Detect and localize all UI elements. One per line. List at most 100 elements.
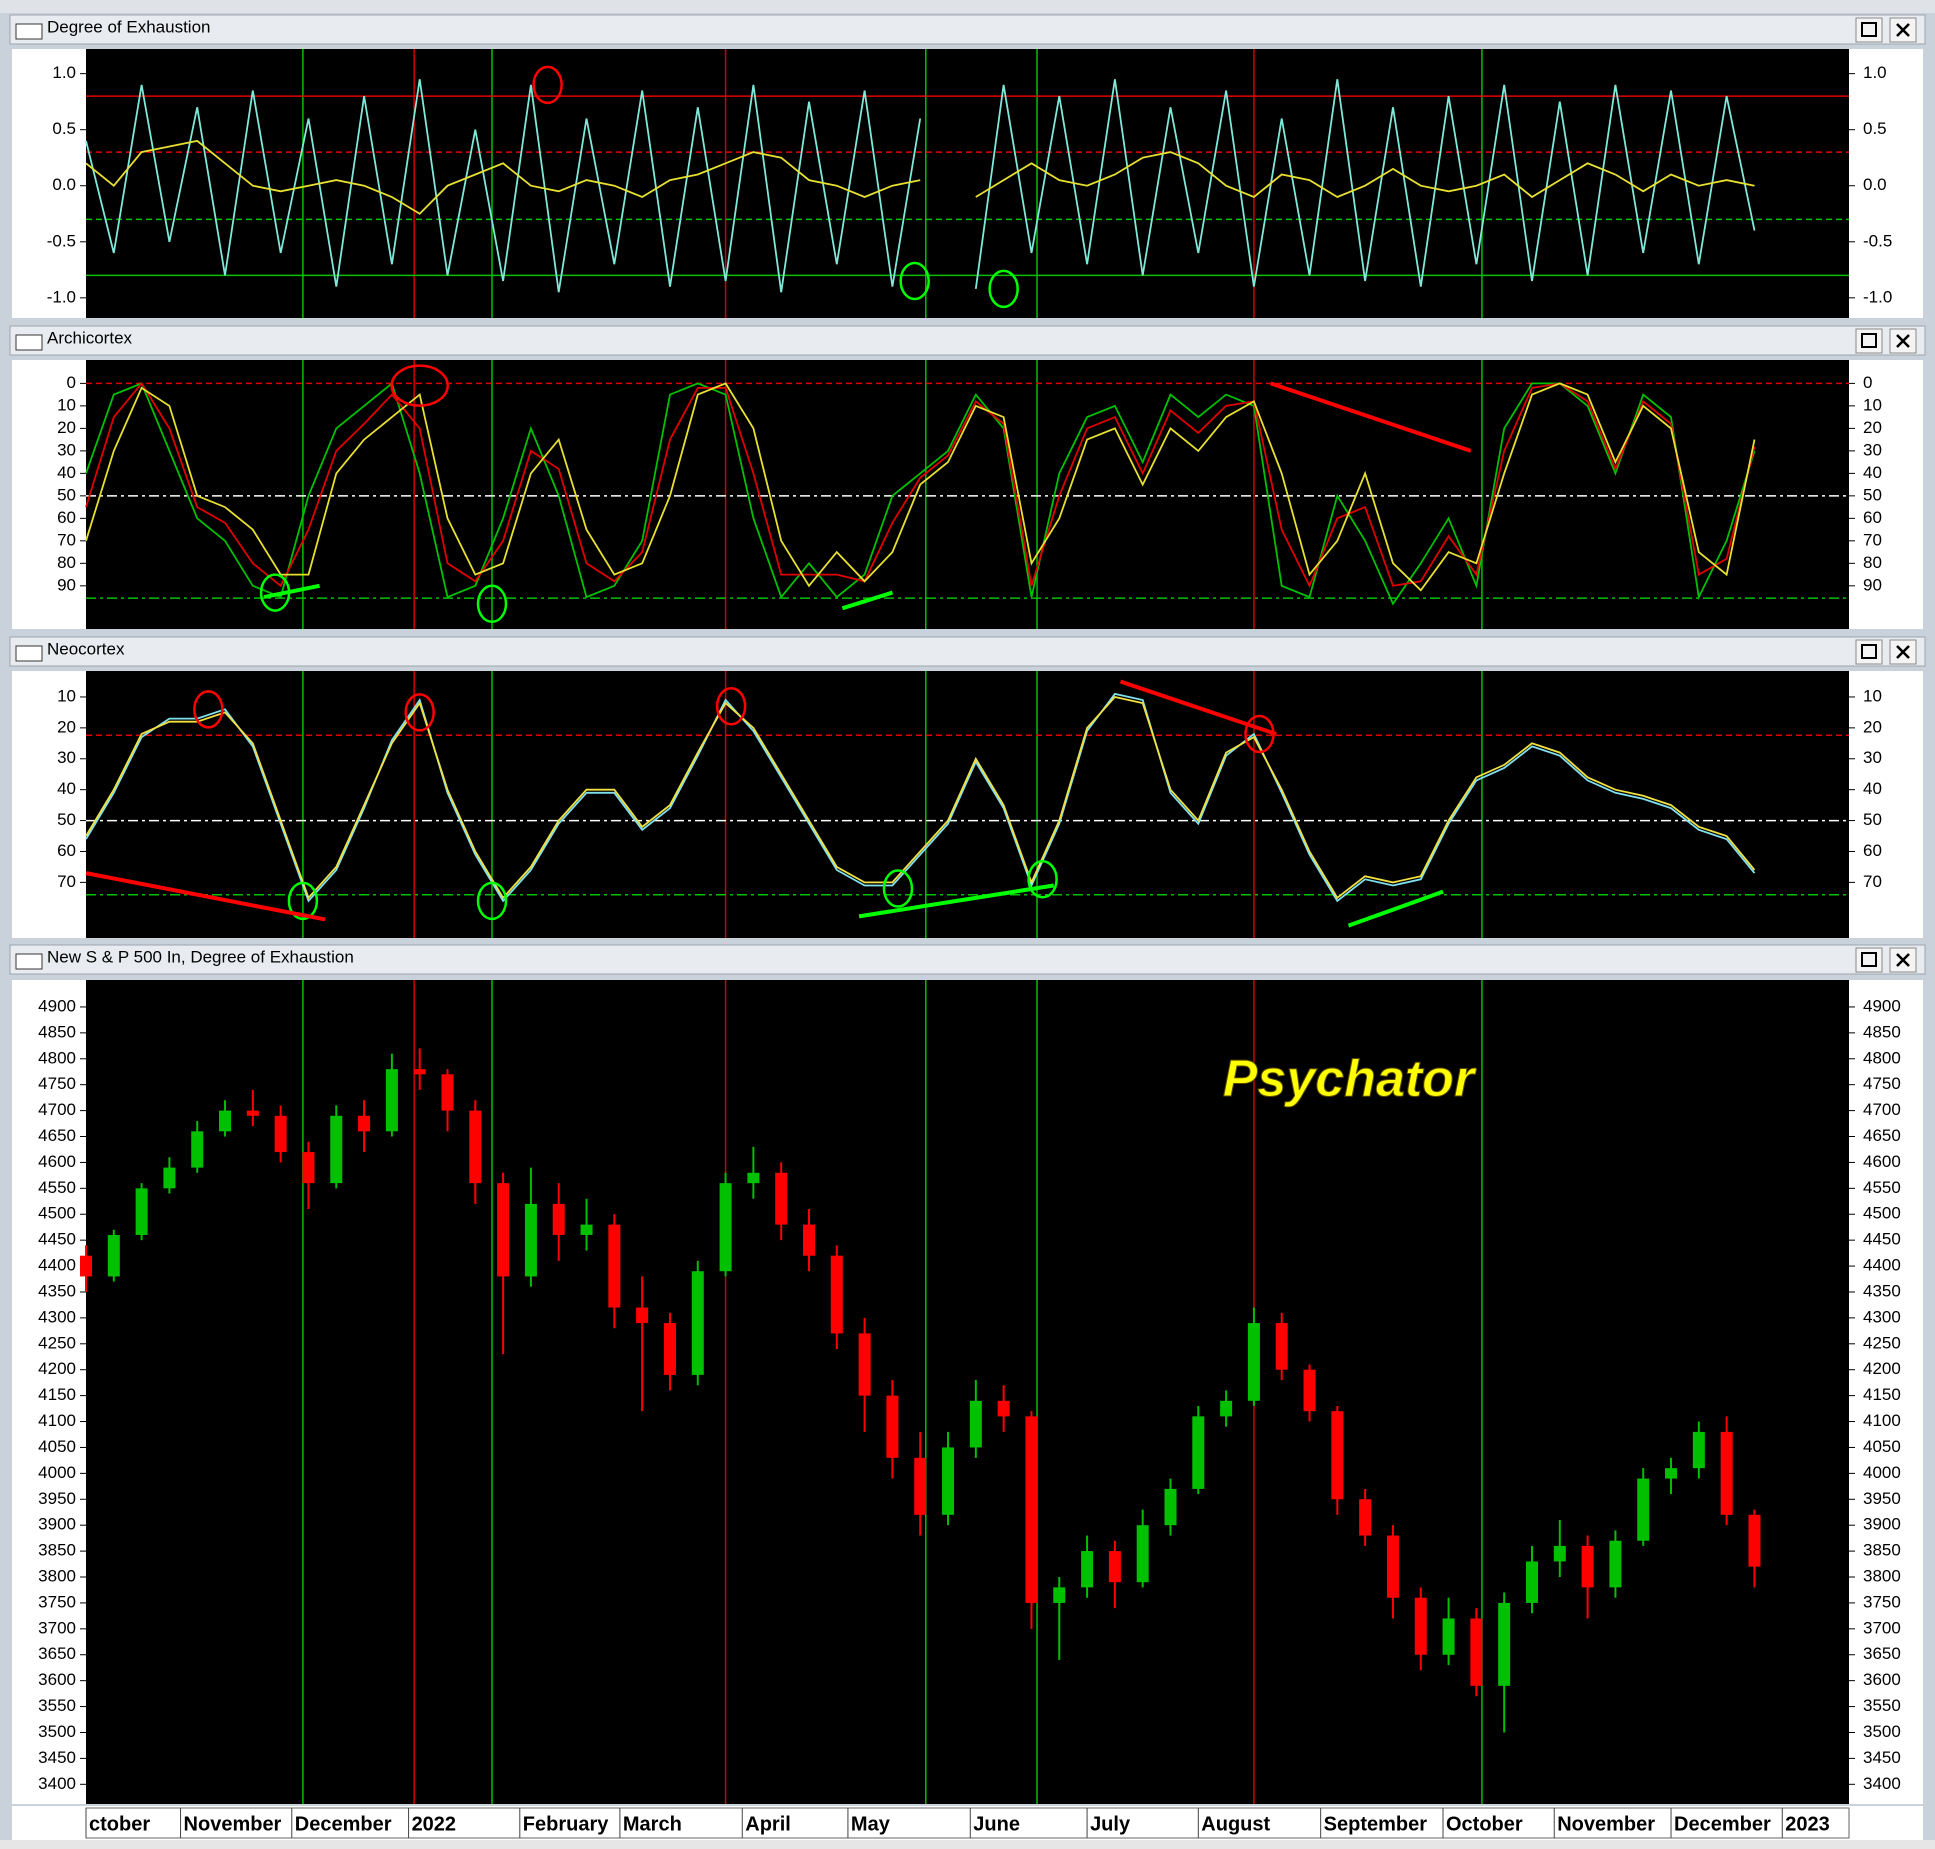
y-tick-label-right: 40 xyxy=(1863,463,1882,482)
annotation-circle xyxy=(476,584,508,624)
candle-body xyxy=(1275,1323,1288,1370)
y-tick-label: 4750 xyxy=(38,1074,76,1093)
y-tick-label-right: 10 xyxy=(1863,395,1882,414)
candle-body xyxy=(1192,1416,1205,1489)
y-tick-label-right: 50 xyxy=(1863,810,1882,829)
y-tick-label: 4700 xyxy=(38,1100,76,1119)
y-tick-label-right: 0.5 xyxy=(1863,119,1887,138)
panel-icon xyxy=(15,334,43,351)
candle-body xyxy=(636,1307,649,1324)
x-tick-label: August xyxy=(1201,1813,1270,1835)
y-tick-label: 70 xyxy=(57,530,76,549)
x-tick-label: May xyxy=(851,1813,891,1835)
candle-body xyxy=(886,1395,899,1458)
maximize-button[interactable] xyxy=(1855,328,1883,354)
y-tick-label-right: 20 xyxy=(1863,717,1882,736)
maximize-button[interactable] xyxy=(1855,639,1883,665)
x-tick-label: March xyxy=(623,1813,682,1835)
close-button[interactable] xyxy=(1889,947,1917,973)
candle-body xyxy=(1414,1597,1427,1655)
panel-title: Degree of Exhaustion xyxy=(47,17,211,36)
candle-body xyxy=(1748,1514,1761,1567)
candle-body xyxy=(1720,1431,1733,1515)
y-tick-label-right: 4450 xyxy=(1863,1230,1901,1249)
y-tick-label: 0.0 xyxy=(52,175,76,194)
x-tick-label: November xyxy=(184,1813,282,1835)
y-tick-label-right: 4900 xyxy=(1863,996,1901,1015)
annotation-circle xyxy=(1027,860,1058,899)
y-tick-label-right: 20 xyxy=(1863,418,1882,437)
maximize-button[interactable] xyxy=(1855,17,1883,43)
candle-body xyxy=(691,1271,704,1375)
y-tick-label: 4850 xyxy=(38,1022,76,1041)
x-tick-label: 2023 xyxy=(1785,1813,1830,1835)
y-tick-label: 0 xyxy=(67,373,76,392)
y-tick-label-right: -0.5 xyxy=(1863,231,1892,250)
close-button[interactable] xyxy=(1889,17,1917,43)
plot-area xyxy=(86,980,1849,1804)
x-tick-label: October xyxy=(1446,1813,1523,1835)
y-tick-label-right: 4350 xyxy=(1863,1281,1901,1300)
trend-line xyxy=(1347,889,1444,928)
candle-body xyxy=(358,1115,371,1132)
y-tick-label: 4000 xyxy=(38,1463,76,1482)
candle-body xyxy=(1220,1400,1233,1417)
panel-header xyxy=(9,636,1926,667)
candle-body xyxy=(163,1167,176,1189)
y-tick-label-right: 30 xyxy=(1863,440,1882,459)
y-tick-label-right: 4650 xyxy=(1863,1126,1901,1145)
y-tick-label-right: 90 xyxy=(1863,575,1882,594)
y-tick-label-right: 4200 xyxy=(1863,1359,1901,1378)
panel: Neocortex 10 10 20 20 30 30 40 40 50 50 60 60 70 70 xyxy=(9,636,1926,938)
panel-header xyxy=(9,944,1926,975)
candle-body xyxy=(1081,1551,1094,1588)
candle-body xyxy=(1692,1431,1705,1469)
candle-body xyxy=(1359,1499,1372,1536)
y-tick-label: 3500 xyxy=(38,1722,76,1741)
candle-body xyxy=(1053,1587,1066,1603)
candle-body xyxy=(246,1110,259,1116)
button-face xyxy=(1855,328,1883,354)
candle-body xyxy=(1470,1618,1483,1686)
panel-icon xyxy=(15,953,43,970)
x-tick-label: December xyxy=(1674,1813,1771,1835)
y-tick-label-right: 30 xyxy=(1863,748,1882,767)
trend-line xyxy=(858,883,1055,919)
maximize-button[interactable] xyxy=(1855,947,1883,973)
y-tick-label-right: 4250 xyxy=(1863,1333,1901,1352)
y-tick-label-right: 40 xyxy=(1863,779,1882,798)
panel-title: Archicortex xyxy=(47,328,133,347)
candle-body xyxy=(385,1069,398,1132)
y-tick-label: 10 xyxy=(57,686,76,705)
y-tick-label: 60 xyxy=(57,508,76,527)
x-tick-label: 2022 xyxy=(412,1813,457,1835)
y-tick-label: 10 xyxy=(57,395,76,414)
candle-body xyxy=(1331,1411,1344,1500)
y-tick-label-right: 4300 xyxy=(1863,1307,1901,1326)
y-tick-label-right: -1.0 xyxy=(1863,287,1892,306)
y-tick-label: 4300 xyxy=(38,1307,76,1326)
y-tick-label: 3450 xyxy=(38,1748,76,1767)
panel-icon xyxy=(15,23,43,40)
y-tick-label-right: 80 xyxy=(1863,553,1882,572)
y-tick-label: 40 xyxy=(57,779,76,798)
y-tick-label-right: 3400 xyxy=(1863,1774,1901,1793)
trend-line xyxy=(85,871,326,922)
close-button[interactable] xyxy=(1889,639,1917,665)
candle-body xyxy=(580,1224,593,1235)
candle-body xyxy=(274,1115,287,1153)
panel: New S & P 500 In, Degree of Exhaustion 34… xyxy=(9,944,1926,1840)
y-tick-label: 3550 xyxy=(38,1696,76,1715)
button-icon xyxy=(1861,952,1877,967)
panel-icon xyxy=(15,645,43,662)
panel-header xyxy=(9,14,1926,45)
candle-body xyxy=(469,1110,482,1184)
button-icon xyxy=(1896,953,1910,967)
y-tick-label: 3800 xyxy=(38,1566,76,1585)
close-button[interactable] xyxy=(1889,328,1917,354)
scrollbar[interactable] xyxy=(0,1840,1935,1849)
y-tick-label: 4550 xyxy=(38,1178,76,1197)
y-tick-label-right: 3900 xyxy=(1863,1515,1901,1534)
plot-area xyxy=(86,671,1849,938)
y-tick-label: -1.0 xyxy=(47,287,76,306)
